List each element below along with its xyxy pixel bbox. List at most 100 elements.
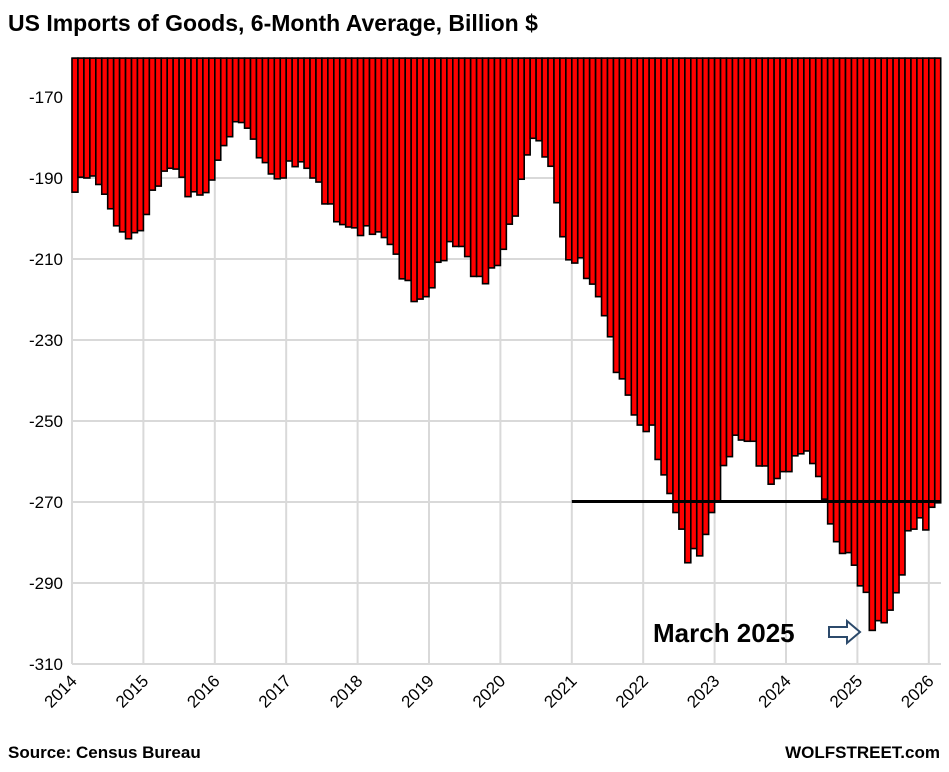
bar — [600, 57, 609, 317]
bar — [350, 57, 359, 229]
bar — [713, 57, 722, 502]
bar — [100, 57, 109, 196]
bar — [457, 57, 466, 248]
x-tick-label: 2024 — [755, 671, 795, 711]
x-tick-label: 2015 — [112, 671, 152, 711]
bar — [362, 57, 371, 227]
bar — [374, 57, 383, 233]
bar — [636, 57, 644, 426]
bar — [731, 57, 740, 436]
bar — [695, 57, 704, 557]
bar — [451, 57, 460, 248]
x-tick-label: 2020 — [469, 671, 509, 711]
bar — [570, 57, 579, 264]
bar — [725, 57, 734, 458]
y-axis: -170 -190 -210 -230 -250 -270 -290 -310 — [29, 88, 63, 674]
bar — [410, 57, 418, 303]
bar — [338, 57, 347, 226]
bar — [553, 57, 561, 204]
y-tick-label: -170 — [29, 88, 63, 107]
bar — [243, 57, 252, 129]
bar — [225, 57, 234, 138]
bar — [422, 57, 430, 298]
bar — [469, 57, 478, 278]
annotation-march-2025: March 2025 — [653, 618, 795, 648]
bar — [826, 57, 835, 525]
bar — [719, 57, 728, 467]
bar — [219, 57, 228, 147]
y-tick-label: -190 — [29, 169, 63, 188]
bar — [255, 57, 264, 159]
source-label: Source: Census Bureau — [8, 743, 201, 762]
bar — [838, 57, 847, 555]
bar — [797, 57, 805, 455]
bar — [803, 57, 811, 452]
bar — [820, 57, 829, 500]
bar — [428, 57, 436, 289]
bar — [660, 57, 668, 476]
bar — [166, 57, 174, 170]
bar — [689, 57, 698, 550]
bar — [707, 57, 716, 514]
bar — [130, 57, 139, 234]
bar — [398, 57, 406, 280]
bar — [588, 57, 597, 285]
bar — [440, 57, 448, 262]
bar — [922, 57, 930, 531]
bar — [594, 57, 603, 298]
bar — [749, 57, 758, 443]
bar — [666, 57, 674, 495]
bar — [844, 57, 853, 554]
x-tick-label: 2026 — [897, 671, 937, 711]
bar — [808, 57, 817, 465]
y-tick-label: -310 — [29, 655, 63, 674]
bar — [910, 57, 918, 530]
bar — [672, 57, 680, 514]
bar — [154, 57, 163, 187]
x-tick-label: 2014 — [41, 671, 81, 711]
bar — [77, 57, 85, 178]
bar — [678, 57, 686, 530]
bar — [136, 57, 145, 232]
bar — [321, 57, 329, 205]
bar — [178, 57, 186, 178]
x-tick-label: 2019 — [398, 671, 438, 711]
bar — [535, 57, 543, 142]
bar — [309, 57, 317, 179]
bar — [160, 57, 168, 172]
bar — [606, 57, 615, 338]
bar — [71, 57, 79, 193]
bar — [933, 57, 942, 504]
bar — [446, 57, 454, 243]
bar — [315, 57, 323, 183]
bar — [785, 57, 793, 473]
bar — [249, 57, 258, 140]
bar — [886, 57, 894, 611]
x-tick-label: 2025 — [826, 671, 866, 711]
bar — [475, 57, 484, 278]
bar — [297, 57, 305, 163]
bar — [285, 57, 293, 162]
bar — [654, 57, 662, 461]
bar — [83, 57, 91, 179]
bar — [642, 57, 650, 433]
bar — [386, 57, 395, 246]
bar — [493, 57, 502, 267]
bar — [261, 57, 270, 164]
x-tick-label: 2017 — [255, 671, 295, 711]
bar — [767, 57, 775, 485]
bar — [237, 57, 246, 124]
bar — [273, 57, 282, 180]
bar — [148, 57, 157, 191]
brand-label: WOLFSTREET.com — [785, 743, 940, 762]
bar — [856, 57, 865, 587]
bar — [487, 57, 496, 269]
bar — [517, 57, 525, 181]
y-tick-label: -250 — [29, 412, 63, 431]
arrow-right-icon — [828, 618, 862, 646]
bar — [231, 57, 240, 123]
bar — [529, 57, 537, 140]
bar — [279, 57, 287, 179]
bar — [106, 57, 115, 210]
